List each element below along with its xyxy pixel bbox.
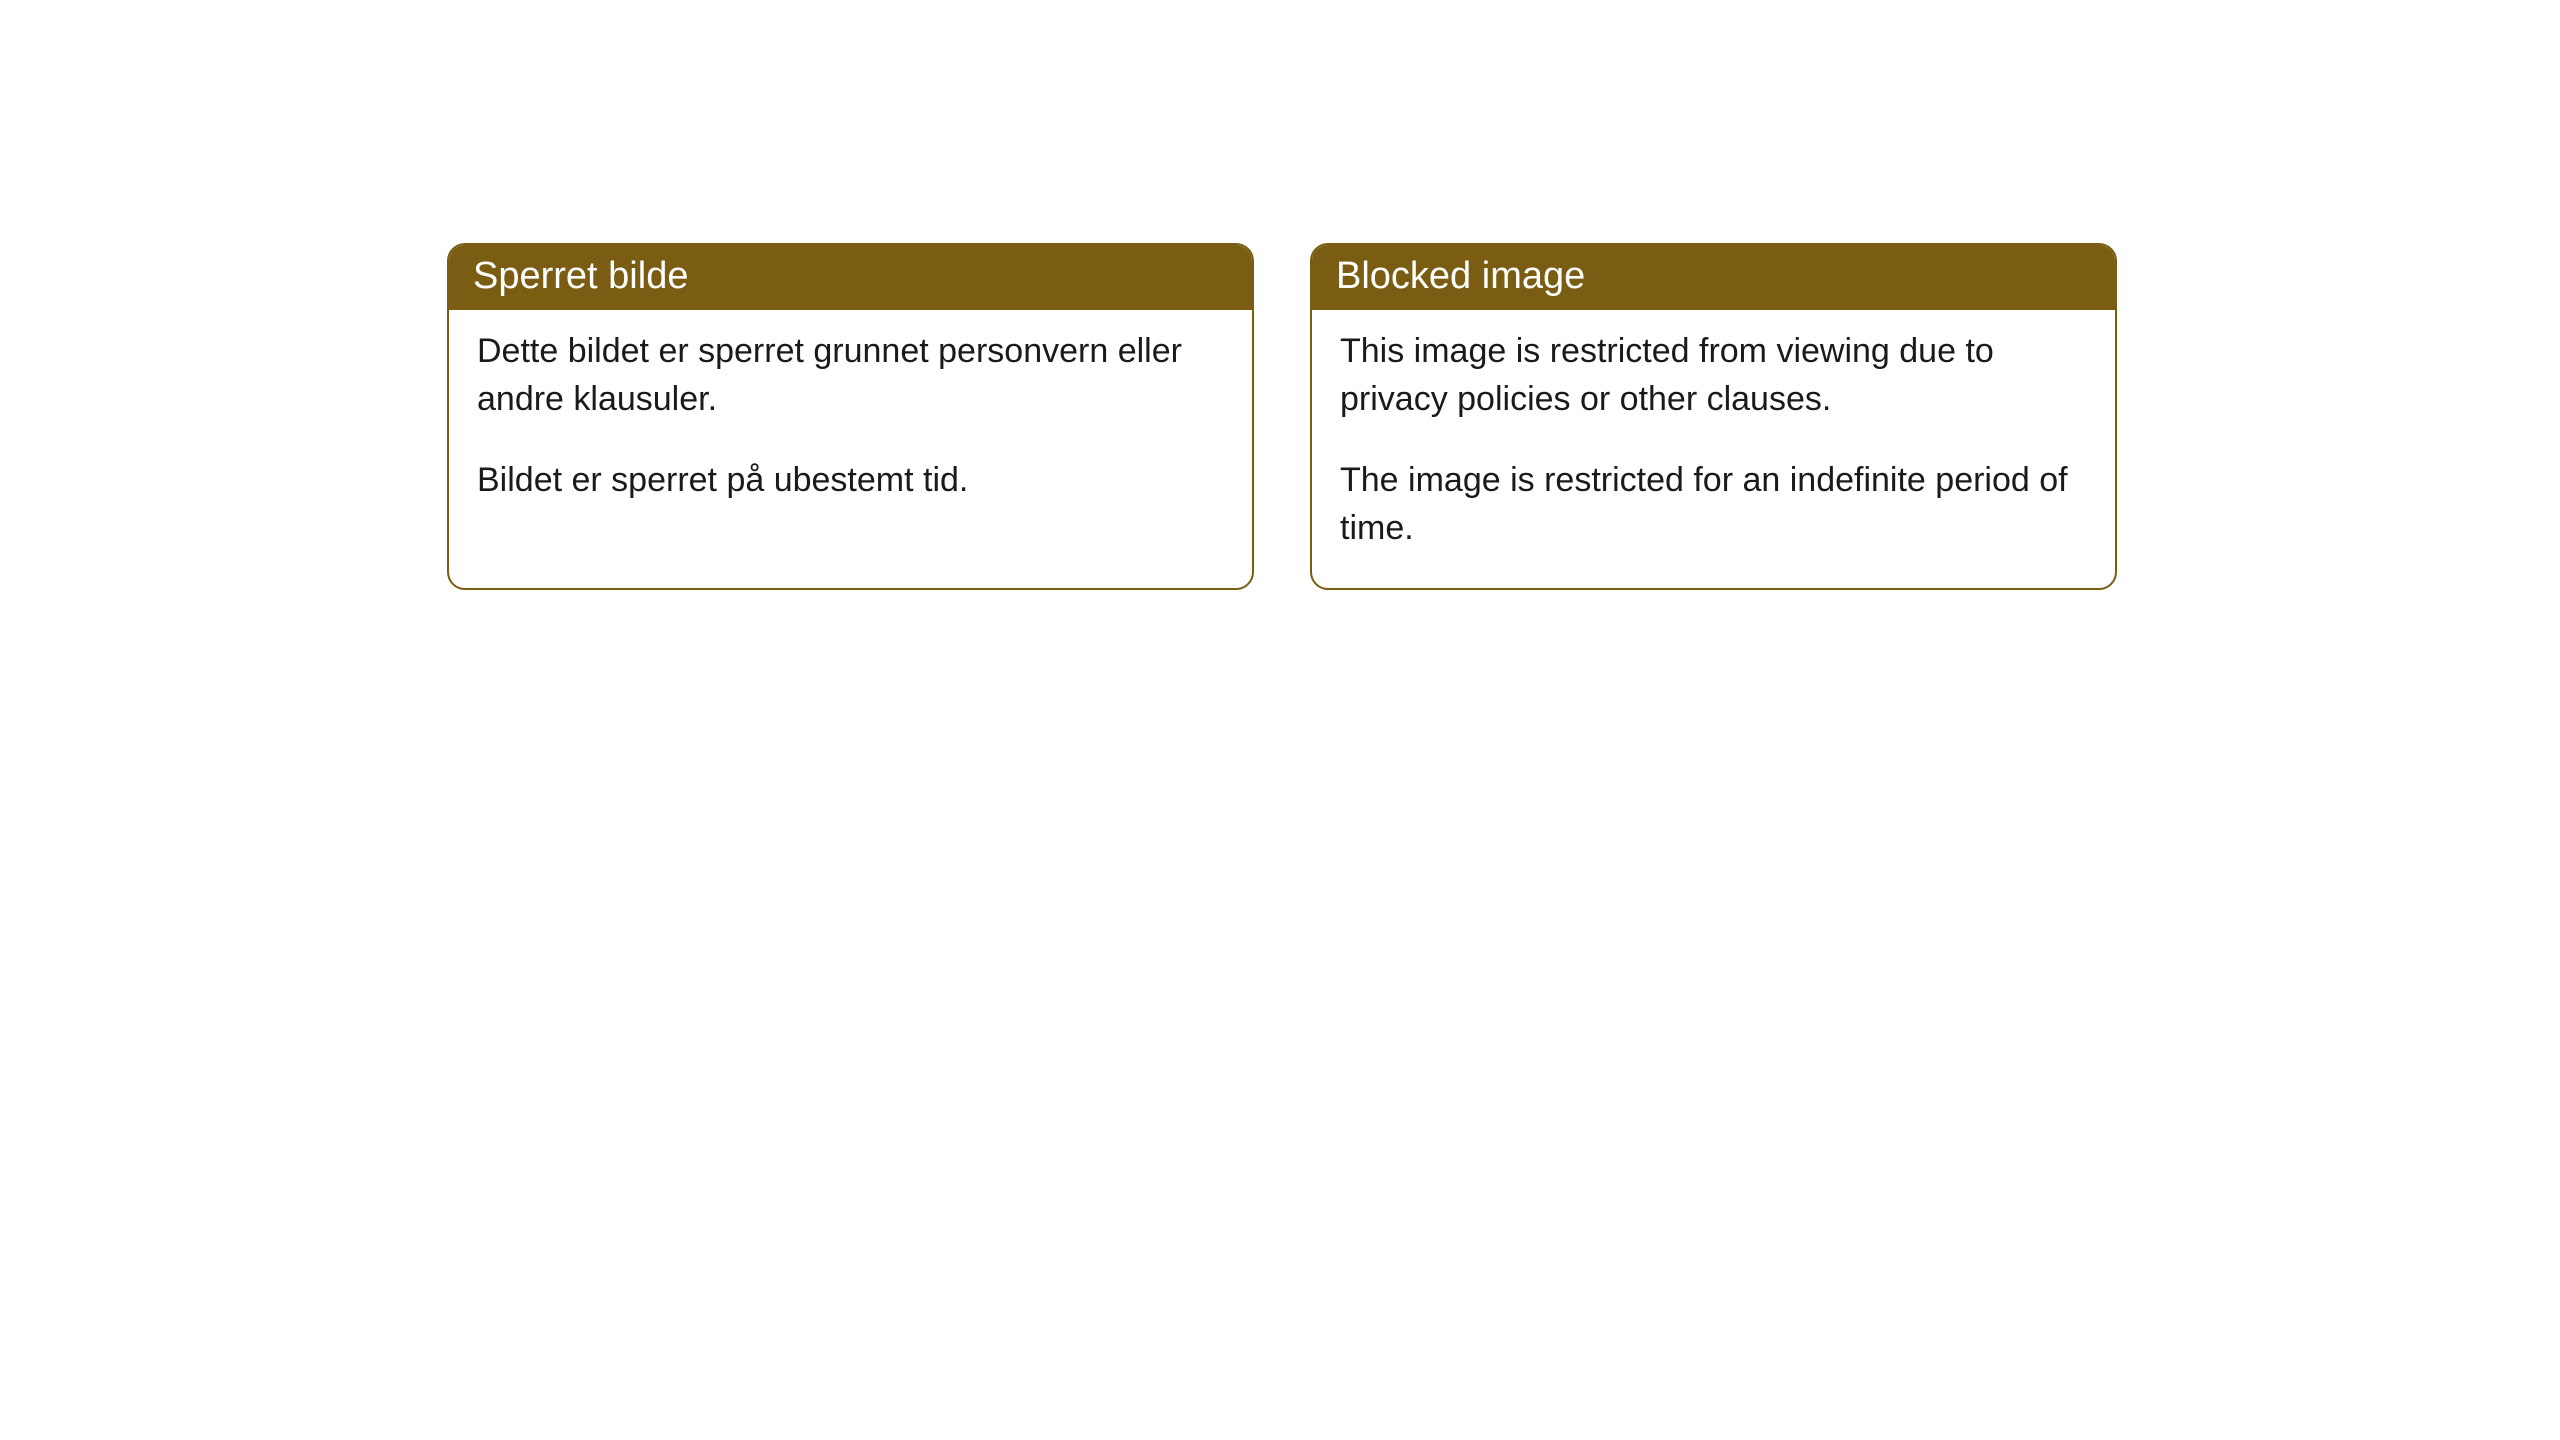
- card-title: Blocked image: [1336, 255, 1585, 297]
- notice-card-norwegian: Sperret bilde Dette bildet er sperret gr…: [447, 243, 1254, 590]
- notice-cards-container: Sperret bilde Dette bildet er sperret gr…: [447, 243, 2117, 590]
- card-header: Blocked image: [1312, 245, 2115, 310]
- notice-card-english: Blocked image This image is restricted f…: [1310, 243, 2117, 590]
- card-title: Sperret bilde: [473, 255, 688, 297]
- card-paragraph: Bildet er sperret på ubestemt tid.: [477, 457, 1224, 505]
- card-paragraph: Dette bildet er sperret grunnet personve…: [477, 328, 1224, 423]
- card-body: This image is restricted from viewing du…: [1312, 310, 2115, 588]
- card-header: Sperret bilde: [449, 245, 1252, 310]
- card-body: Dette bildet er sperret grunnet personve…: [449, 310, 1252, 541]
- card-paragraph: This image is restricted from viewing du…: [1340, 328, 2087, 423]
- card-paragraph: The image is restricted for an indefinit…: [1340, 457, 2087, 552]
